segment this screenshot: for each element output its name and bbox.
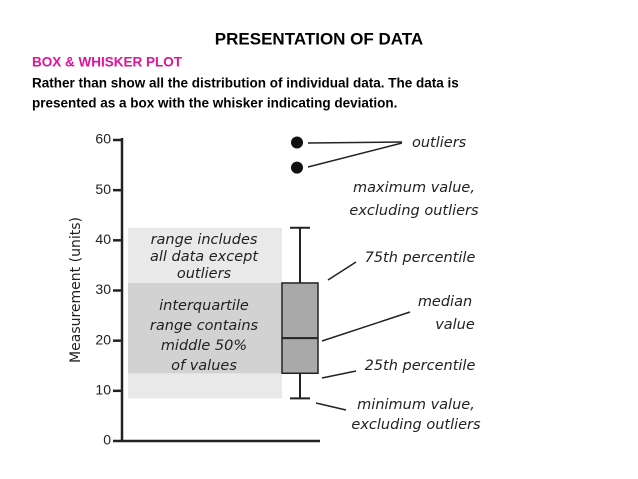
annotation: excluding outliers (351, 417, 481, 433)
y-axis-label: Measurement (units) (68, 217, 84, 363)
y-tick-label: 40 (95, 231, 111, 247)
callout-line (321, 370, 357, 379)
annotation: range includes (151, 232, 258, 248)
annotation: outliers (177, 266, 232, 282)
callout-line (321, 311, 411, 342)
annotation: middle 50% (161, 338, 247, 354)
subtitle: BOX & WHISKER PLOT (32, 55, 183, 70)
y-tick-label: 20 (95, 331, 111, 347)
y-tick-label: 10 (95, 382, 111, 398)
callout-line (307, 142, 403, 168)
callout-line (327, 261, 357, 281)
slide-title: PRESENTATION OF DATA (215, 29, 423, 48)
callout-line (307, 141, 403, 144)
y-tick-label: 0 (103, 432, 111, 448)
body-line: Rather than show all the distribution of… (32, 76, 459, 91)
annotation: interquartile (159, 298, 249, 314)
annotation: of values (171, 358, 237, 374)
y-tick-label: 30 (95, 281, 111, 297)
annotation: value (435, 317, 475, 333)
annotation: outliers (412, 135, 467, 151)
annotation: 75th percentile (365, 250, 476, 266)
annotation: median (418, 294, 472, 310)
outlier (291, 161, 303, 174)
annotation: 25th percentile (365, 358, 476, 374)
annotation: all data except (150, 249, 259, 265)
annotation: excluding outliers (349, 203, 479, 219)
annotation: range contains (150, 318, 259, 334)
y-tick-label: 50 (95, 181, 111, 197)
box (281, 282, 319, 375)
y-tick-label: 60 (95, 131, 111, 147)
outlier (291, 136, 303, 149)
annotation: minimum value, (357, 397, 475, 413)
callout-line (315, 402, 347, 411)
iqr-region (128, 282, 282, 374)
body-line: presented as a box with the whisker indi… (32, 96, 397, 111)
annotation: maximum value, (353, 180, 475, 196)
